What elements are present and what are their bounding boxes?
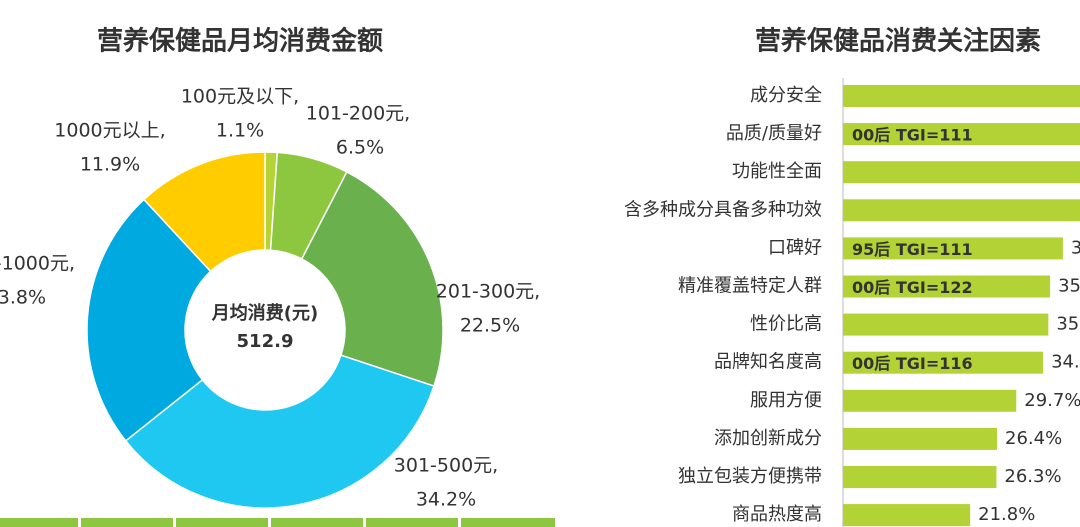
center-value: 512.9 <box>237 331 294 352</box>
slice-label: 301-500元, <box>394 455 498 477</box>
slice-value-label: 11.9% <box>80 154 140 176</box>
category-label: 品质/质量好 <box>726 123 822 144</box>
slice-label: 201-300元, <box>436 281 540 303</box>
table-strip <box>0 518 555 527</box>
value-label: 21.8% <box>978 504 1035 525</box>
bar <box>843 123 1080 146</box>
category-label: 服用方便 <box>750 390 822 411</box>
slice-value-label: 34.2% <box>416 489 476 511</box>
category-label: 含多种成分具备多种功效 <box>624 199 822 220</box>
category-label: 功能性全面 <box>732 161 822 182</box>
slice-label: 501-1000元, <box>0 253 75 275</box>
slice-value-label: 6.5% <box>336 137 384 159</box>
tgi-annotation: 00后 TGI=111 <box>852 126 973 145</box>
slice-value-label: 22.5% <box>460 315 520 337</box>
slice-value-label: 1.1% <box>216 120 264 142</box>
center-label: 月均消费(元) <box>211 302 318 324</box>
chart-title: 营养保健品月均消费金额 <box>97 26 383 57</box>
bar <box>843 199 1080 222</box>
value-label: 37.7% <box>1071 237 1080 258</box>
bar <box>843 389 1017 412</box>
divider <box>173 518 176 527</box>
bar <box>843 237 1063 260</box>
divider <box>268 518 271 527</box>
bar <box>843 161 1080 184</box>
value-label: 35.2% <box>1056 314 1080 335</box>
slice-value-label: 23.8% <box>0 287 46 309</box>
category-label: 性价比高 <box>750 314 822 335</box>
bar <box>843 504 971 527</box>
bar <box>843 313 1049 336</box>
slice-label: 101-200元, <box>306 103 410 125</box>
tgi-annotation: 00后 TGI=116 <box>852 354 973 373</box>
value-label: 26.4% <box>1005 428 1062 449</box>
chart-title: 营养保健品消费关注因素 <box>755 26 1041 57</box>
donut-slice <box>124 354 435 509</box>
category-label: 口碑好 <box>768 237 822 258</box>
strip <box>0 518 555 527</box>
bar <box>843 351 1044 374</box>
category-label: 添加创新成分 <box>714 428 822 449</box>
category-label: 精准覆盖特定人群 <box>678 276 822 297</box>
slice-label: 1000元以上, <box>54 120 165 142</box>
value-label: 35.5% <box>1058 276 1080 297</box>
category-label: 独立包装方便携带 <box>678 466 822 487</box>
value-label: 26.3% <box>1004 466 1061 487</box>
value-label: 34.3% <box>1051 352 1080 373</box>
bar <box>843 427 997 450</box>
bar <box>843 275 1051 298</box>
divider <box>363 518 366 527</box>
category-label: 成分安全 <box>750 85 822 106</box>
divider <box>78 518 81 527</box>
bar <box>843 85 1080 107</box>
divider <box>458 518 461 527</box>
donut-slice <box>142 151 266 273</box>
category-label: 商品热度高 <box>732 504 822 525</box>
value-label: 29.7% <box>1024 390 1080 411</box>
donut-slice <box>300 170 444 388</box>
tgi-annotation: 95后 TGI=111 <box>852 240 973 259</box>
donut-slice <box>86 198 212 442</box>
tgi-annotation: 00后 TGI=122 <box>852 278 973 297</box>
bar <box>843 466 997 488</box>
slice-label: 100元及以下, <box>181 86 299 108</box>
category-label: 品牌知名度高 <box>714 352 822 373</box>
